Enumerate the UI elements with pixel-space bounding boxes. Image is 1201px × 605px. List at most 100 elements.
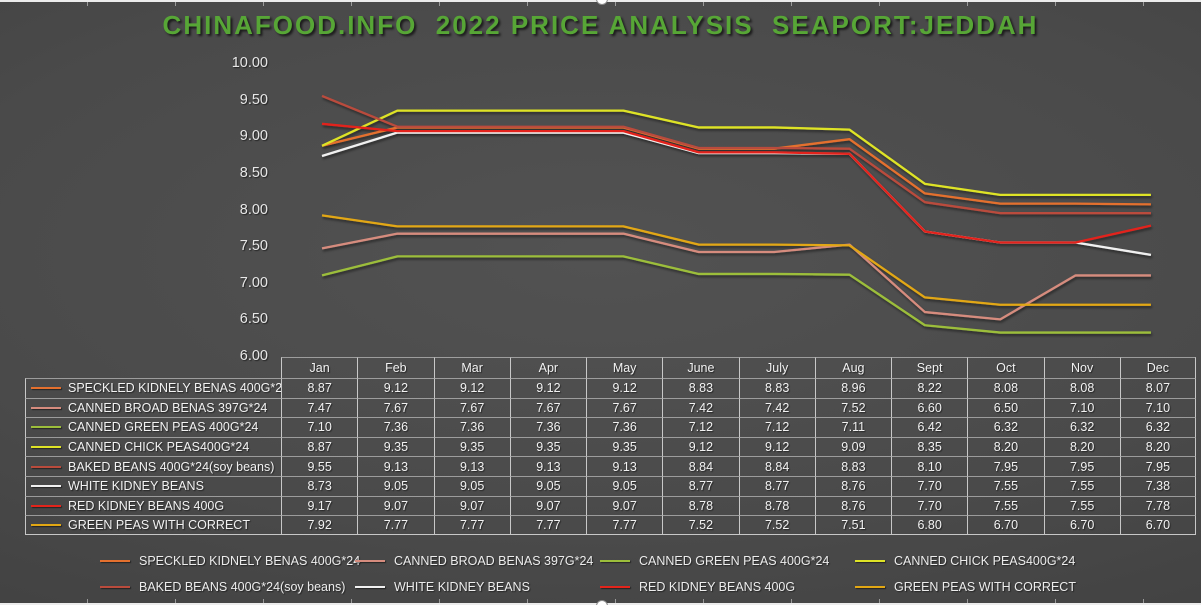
value-cell: 7.55 xyxy=(1043,475,1120,496)
value-cell: 7.12 xyxy=(662,417,739,437)
series-line xyxy=(321,109,1151,197)
value-cell: 7.77 xyxy=(509,515,586,535)
series-label-cell: RED KIDNEY BEANS 400G xyxy=(25,495,281,516)
value-cell: 8.84 xyxy=(662,456,739,476)
value-cell: 7.12 xyxy=(738,417,815,437)
value-cell: 8.83 xyxy=(662,378,739,398)
value-cell: 9.13 xyxy=(357,456,434,476)
value-cell: 9.13 xyxy=(433,456,510,476)
value-cell: 8.87 xyxy=(281,436,358,457)
month-column-header: Oct xyxy=(967,357,1044,378)
value-cell: 9.12 xyxy=(662,436,739,457)
month-column-header: Dec xyxy=(1119,357,1196,378)
value-cell: 7.36 xyxy=(357,417,434,437)
y-axis-tick-label: 9.50 xyxy=(239,91,268,108)
value-cell: 7.95 xyxy=(1119,456,1196,476)
value-cell: 7.36 xyxy=(509,417,586,437)
value-cell: 7.77 xyxy=(433,515,510,535)
value-cell: 8.84 xyxy=(738,456,815,476)
value-cell: 7.55 xyxy=(967,475,1044,496)
chart-title: CHINAFOOD.INFO 2022 PRICE ANALYSIS SEAPO… xyxy=(162,10,1039,40)
value-cell: 9.55 xyxy=(281,456,358,476)
series-line xyxy=(321,214,1151,306)
legend-label: CANNED GREEN PEAS 400G*24 xyxy=(639,554,830,568)
month-column-header: Apr xyxy=(509,357,586,378)
series-swatch xyxy=(31,465,61,468)
month-column-header: Nov xyxy=(1043,357,1120,378)
legend-swatch xyxy=(355,586,385,588)
legend-label: RED KIDNEY BEANS 400G xyxy=(639,580,796,594)
legend-swatch xyxy=(100,560,130,562)
month-column-header: June xyxy=(662,357,739,378)
series-name: CANNED CHICK PEAS400G*24 xyxy=(68,440,250,455)
value-cell: 8.73 xyxy=(281,475,358,496)
value-cell: 7.11 xyxy=(814,417,891,437)
value-cell: 7.10 xyxy=(1043,397,1120,418)
legend-label: WHITE KIDNEY BEANS xyxy=(394,580,530,594)
value-cell: 8.83 xyxy=(738,378,815,398)
value-cell: 9.17 xyxy=(281,495,358,516)
series-swatch xyxy=(31,504,61,507)
value-cell: 7.36 xyxy=(586,417,663,437)
y-axis-tick-label: 8.50 xyxy=(239,164,268,181)
value-cell: 6.70 xyxy=(967,515,1044,535)
legend-swatch xyxy=(855,560,885,562)
series-label-cell: GREEN PEAS WITH CORRECT xyxy=(25,515,281,535)
legend-label: BAKED BEANS 400G*24(soy beans) xyxy=(139,580,346,594)
value-cell: 9.07 xyxy=(509,495,586,516)
chart-resize-handle-bottom[interactable] xyxy=(596,600,608,605)
y-axis-tick-label: 10.00 xyxy=(231,55,268,71)
value-cell: 9.12 xyxy=(433,378,510,398)
value-cell: 7.78 xyxy=(1119,495,1196,516)
series-name: GREEN PEAS WITH CORRECT xyxy=(68,517,250,532)
value-cell: 7.55 xyxy=(967,495,1044,516)
value-cell: 7.38 xyxy=(1119,475,1196,496)
legend-item: CANNED GREEN PEAS 400G*24 xyxy=(600,551,829,571)
value-cell: 7.42 xyxy=(738,397,815,418)
value-cell: 8.87 xyxy=(281,378,358,398)
value-cell: 9.09 xyxy=(814,436,891,457)
value-cell: 8.20 xyxy=(967,436,1044,457)
series-line xyxy=(321,232,1151,321)
value-cell: 7.67 xyxy=(433,397,510,418)
series-swatch xyxy=(31,426,61,429)
value-cell: 7.36 xyxy=(433,417,510,437)
value-cell: 6.50 xyxy=(967,397,1044,418)
value-cell: 7.52 xyxy=(738,515,815,535)
legend-swatch xyxy=(100,586,130,588)
legend-swatch xyxy=(355,560,385,562)
value-cell: 7.70 xyxy=(891,475,968,496)
y-axis-tick-label: 8.00 xyxy=(239,201,268,218)
legend-swatch xyxy=(600,586,630,588)
series-label-cell: BAKED BEANS 400G*24(soy beans) xyxy=(25,456,281,476)
value-cell: 8.22 xyxy=(891,378,968,398)
value-cell: 6.32 xyxy=(1043,417,1120,437)
month-column-header: Feb xyxy=(357,357,434,378)
month-column-header: Sept xyxy=(891,357,968,378)
y-axis-tick-label: 6.00 xyxy=(239,348,268,364)
series-name: CANNED GREEN PEAS 400G*24 xyxy=(68,420,259,435)
value-cell: 9.12 xyxy=(357,378,434,398)
y-axis-tick-label: 9.00 xyxy=(239,128,268,145)
month-column-header: July xyxy=(738,357,815,378)
legend-label: CANNED CHICK PEAS400G*24 xyxy=(894,554,1076,568)
legend-item: BAKED BEANS 400G*24(soy beans) xyxy=(100,577,345,597)
y-axis-tick-label: 7.50 xyxy=(239,238,268,255)
value-cell: 7.70 xyxy=(891,495,968,516)
series-label-cell: CANNED BROAD BENAS 397G*24 xyxy=(25,397,281,418)
value-cell: 7.55 xyxy=(1043,495,1120,516)
value-cell: 7.67 xyxy=(509,397,586,418)
value-cell: 8.08 xyxy=(1043,378,1120,398)
month-column-header: Jan xyxy=(281,357,358,378)
value-cell: 8.76 xyxy=(814,475,891,496)
series-label-cell: CANNED CHICK PEAS400G*24 xyxy=(25,436,281,457)
value-cell: 9.05 xyxy=(357,475,434,496)
value-cell: 7.95 xyxy=(1043,456,1120,476)
value-cell: 7.51 xyxy=(814,515,891,535)
value-cell: 9.07 xyxy=(433,495,510,516)
value-cell: 7.10 xyxy=(281,417,358,437)
legend-item: CANNED CHICK PEAS400G*24 xyxy=(855,551,1075,571)
value-cell: 7.77 xyxy=(357,515,434,535)
